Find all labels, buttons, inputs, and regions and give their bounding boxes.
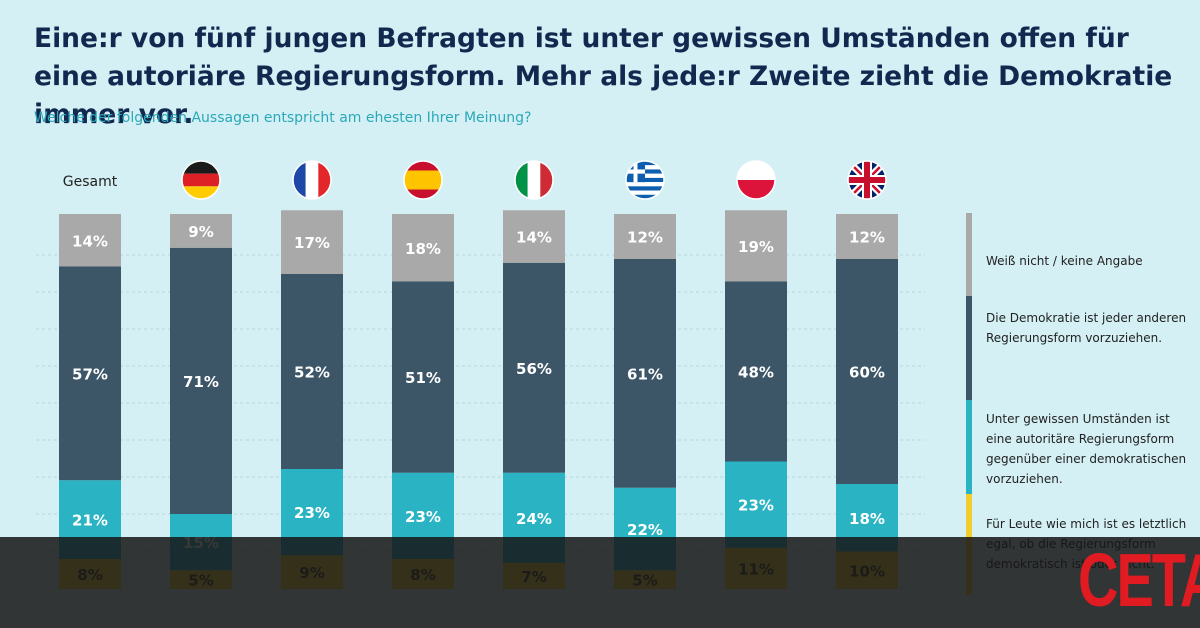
legend-swatch: [966, 296, 972, 400]
data-label: 14%: [72, 232, 108, 250]
bar-segment: [836, 259, 898, 484]
data-label: 24%: [516, 510, 552, 528]
data-label: 18%: [405, 240, 441, 258]
bar-segment: [392, 214, 454, 282]
data-label: 22%: [627, 521, 663, 539]
data-label: 52%: [294, 364, 330, 382]
category-labels: Gesamt: [63, 160, 887, 200]
bar-segment: [59, 214, 121, 267]
legend-swatch: [966, 400, 972, 494]
data-label: 12%: [849, 229, 885, 247]
legend-swatch: [966, 213, 972, 296]
category-label: Gesamt: [63, 174, 118, 190]
data-label: 19%: [738, 238, 774, 256]
bar-segment: [170, 247, 232, 514]
chart-title: Eine:r von fünf jungen Befragten ist unt…: [34, 23, 1173, 130]
bar-segment: [836, 214, 898, 259]
bar-segment: [614, 214, 676, 259]
italy-flag-icon: [514, 160, 554, 200]
bar-segment: [170, 214, 232, 248]
bar-segment: [59, 266, 121, 481]
bar-segment: [614, 259, 676, 488]
spain-flag-icon: [403, 160, 443, 200]
brand-logo: CETA: [1078, 537, 1200, 623]
uk-flag-icon: [847, 160, 887, 200]
bar-segment: [725, 210, 787, 282]
footer-overlay-bar: [0, 537, 1200, 628]
data-label: 12%: [627, 229, 663, 247]
bar-segment: [392, 281, 454, 473]
data-label: 57%: [72, 365, 108, 383]
data-label: 71%: [183, 373, 219, 391]
bar-segment: [281, 274, 343, 469]
bar-segment: [503, 262, 565, 473]
france-flag-icon: [292, 160, 332, 200]
data-label: 51%: [405, 369, 441, 387]
data-label: 61%: [627, 365, 663, 383]
data-label: 48%: [738, 364, 774, 382]
chart-subtitle: Welche der folgenden Aussagen entspricht…: [34, 110, 532, 126]
data-label: 23%: [405, 508, 441, 526]
bar-segment: [281, 210, 343, 274]
bar-segment: [503, 210, 565, 263]
data-label: 60%: [849, 364, 885, 382]
bar-segment: [725, 461, 787, 548]
germany-flag-icon: [181, 160, 221, 200]
data-label: 9%: [188, 223, 213, 241]
data-label: 23%: [738, 497, 774, 515]
data-label: 14%: [516, 229, 552, 247]
greece-flag-icon: [625, 160, 665, 200]
data-label: 18%: [849, 510, 885, 528]
bar-segment: [725, 281, 787, 462]
data-label: 23%: [294, 504, 330, 522]
data-label: 56%: [516, 360, 552, 378]
poland-flag-icon: [736, 160, 776, 200]
data-label: 21%: [72, 512, 108, 530]
data-label: 17%: [294, 234, 330, 252]
bars: [59, 210, 898, 589]
